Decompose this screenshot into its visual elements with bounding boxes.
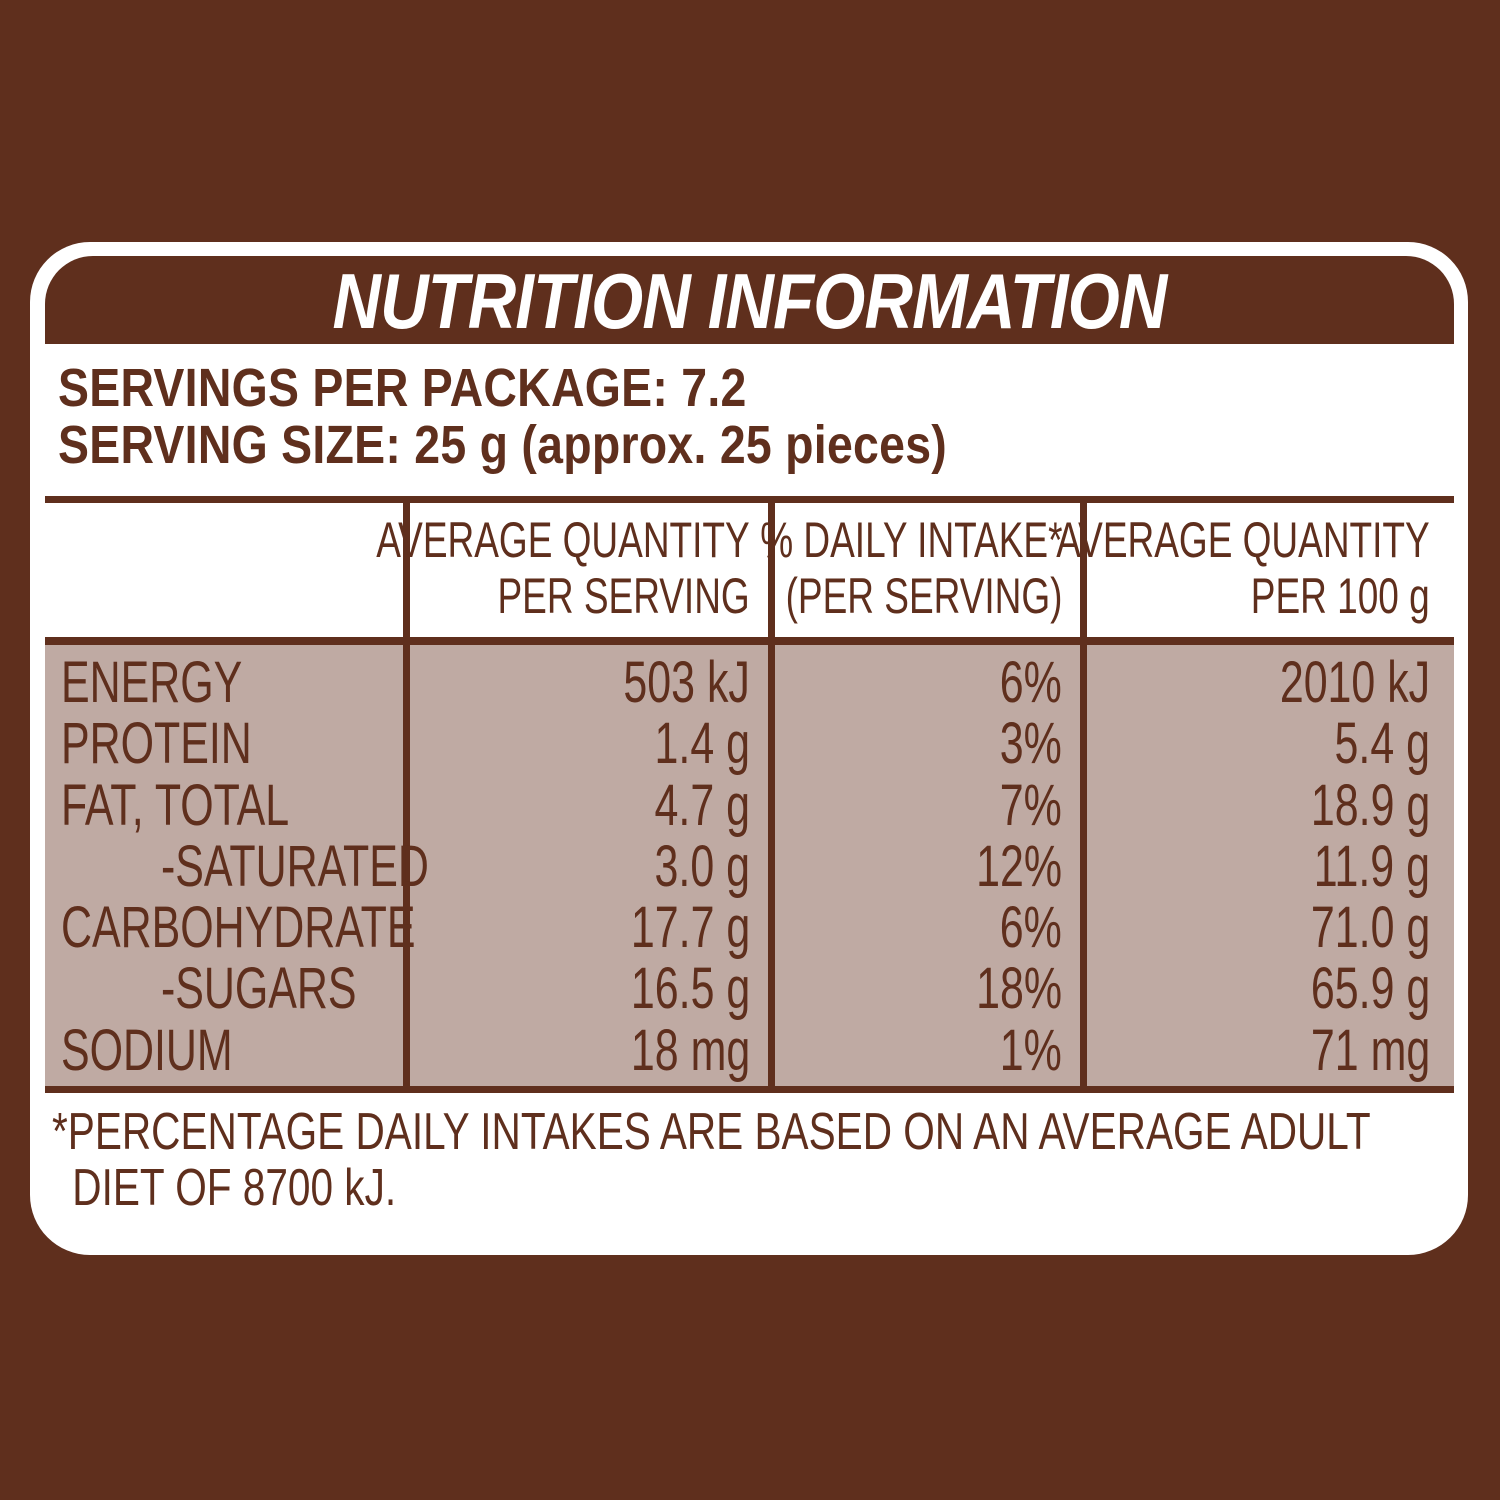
table-row: -SUGARS 16.5 g 18% 65.9 g	[30, 958, 1468, 1019]
table-row: SODIUM 18 mg 1% 71 mg	[30, 1020, 1468, 1081]
nutrient-name: SODIUM	[61, 1017, 233, 1083]
daily-intake-value: 6%	[999, 895, 1062, 961]
per-100g-value: 71.0 g	[1310, 895, 1430, 961]
daily-intake-value: 18%	[976, 956, 1062, 1022]
column-divider-3	[1080, 496, 1087, 1086]
per-serving-value: 503 kJ	[623, 650, 750, 715]
header-line: AVERAGE QUANTITY	[1056, 512, 1430, 568]
table-body-background	[45, 645, 1454, 1086]
header-per-100g: AVERAGE QUANTITY PER 100 g	[925, 512, 1430, 636]
per-100g-value: 18.9 g	[1310, 772, 1430, 838]
table-row: CARBOHYDRATE 17.7 g 6% 71.0 g	[30, 897, 1468, 958]
per-serving-value: 1.4 g	[654, 711, 750, 777]
header-daily-intake: % DAILY INTAKE* (PER SERVING)	[654, 512, 1062, 636]
nutrient-name: CARBOHYDRATE	[61, 895, 416, 961]
per-100g-value: 11.9 g	[1313, 833, 1430, 899]
per-100g-value: 2010 kJ	[1279, 650, 1430, 715]
daily-intake-value: 6%	[999, 650, 1062, 715]
nutrition-label-card: NUTRITION INFORMATION SERVINGS PER PACKA…	[30, 242, 1468, 1255]
table-row: FAT, TOTAL 4.7 g 7% 18.9 g	[30, 775, 1468, 836]
per-serving-value: 3.0 g	[654, 833, 750, 899]
nutrient-name: FAT, TOTAL	[61, 772, 290, 838]
per-100g-value: 65.9 g	[1310, 956, 1430, 1022]
column-divider-2	[768, 496, 775, 1086]
nutrient-rows: ENERGY 503 kJ 6% 2010 kJ PROTEIN 1.4 g 3…	[30, 652, 1468, 1081]
servings-per-package: SERVINGS PER PACKAGE: 7.2	[58, 358, 747, 418]
daily-intake-value: 12%	[976, 833, 1062, 899]
footnote-line-1: *PERCENTAGE DAILY INTAKES ARE BASED ON A…	[52, 1103, 1371, 1161]
servings-info: SERVINGS PER PACKAGE: 7.2 SERVING SIZE: …	[58, 360, 947, 474]
header-line: (PER SERVING)	[785, 568, 1062, 624]
table-bottom-rule	[45, 1086, 1454, 1093]
nutrient-name: ENERGY	[61, 650, 243, 715]
per-serving-value: 18 mg	[630, 1017, 750, 1083]
label-title: NUTRITION INFORMATION	[332, 257, 1167, 344]
title-band: NUTRITION INFORMATION	[45, 256, 1454, 344]
footnote-line-2: DIET OF 8700 kJ.	[72, 1159, 397, 1217]
table-row: PROTEIN 1.4 g 3% 5.4 g	[30, 713, 1468, 774]
header-line: % DAILY INTAKE*	[759, 512, 1062, 568]
header-line: AVERAGE QUANTITY	[376, 512, 750, 568]
per-100g-value: 71 mg	[1310, 1017, 1430, 1083]
header-line: PER 100 g	[1251, 568, 1430, 624]
per-serving-value: 17.7 g	[630, 895, 750, 961]
nutrient-name: -SUGARS	[161, 956, 357, 1022]
header-per-serving: AVERAGE QUANTITY PER SERVING	[245, 512, 750, 636]
per-100g-value: 5.4 g	[1334, 711, 1430, 777]
serving-size: SERVING SIZE: 25 g (approx. 25 pieces)	[58, 415, 948, 475]
daily-intake-value: 7%	[999, 772, 1062, 838]
per-serving-value: 4.7 g	[654, 772, 750, 838]
table-header-rule	[45, 637, 1454, 645]
table-top-rule	[45, 496, 1454, 503]
table-row: -SATURATED 3.0 g 12% 11.9 g	[30, 836, 1468, 897]
daily-intake-value: 1%	[999, 1017, 1062, 1083]
column-divider-1	[403, 496, 410, 1086]
per-serving-value: 16.5 g	[630, 956, 750, 1022]
daily-intake-value: 3%	[999, 711, 1062, 777]
table-row: ENERGY 503 kJ 6% 2010 kJ	[30, 652, 1468, 713]
nutrient-name: -SATURATED	[161, 833, 429, 899]
daily-intake-footnote: *PERCENTAGE DAILY INTAKES ARE BASED ON A…	[52, 1104, 1500, 1216]
header-line: PER SERVING	[497, 568, 750, 624]
nutrient-name: PROTEIN	[61, 711, 252, 777]
